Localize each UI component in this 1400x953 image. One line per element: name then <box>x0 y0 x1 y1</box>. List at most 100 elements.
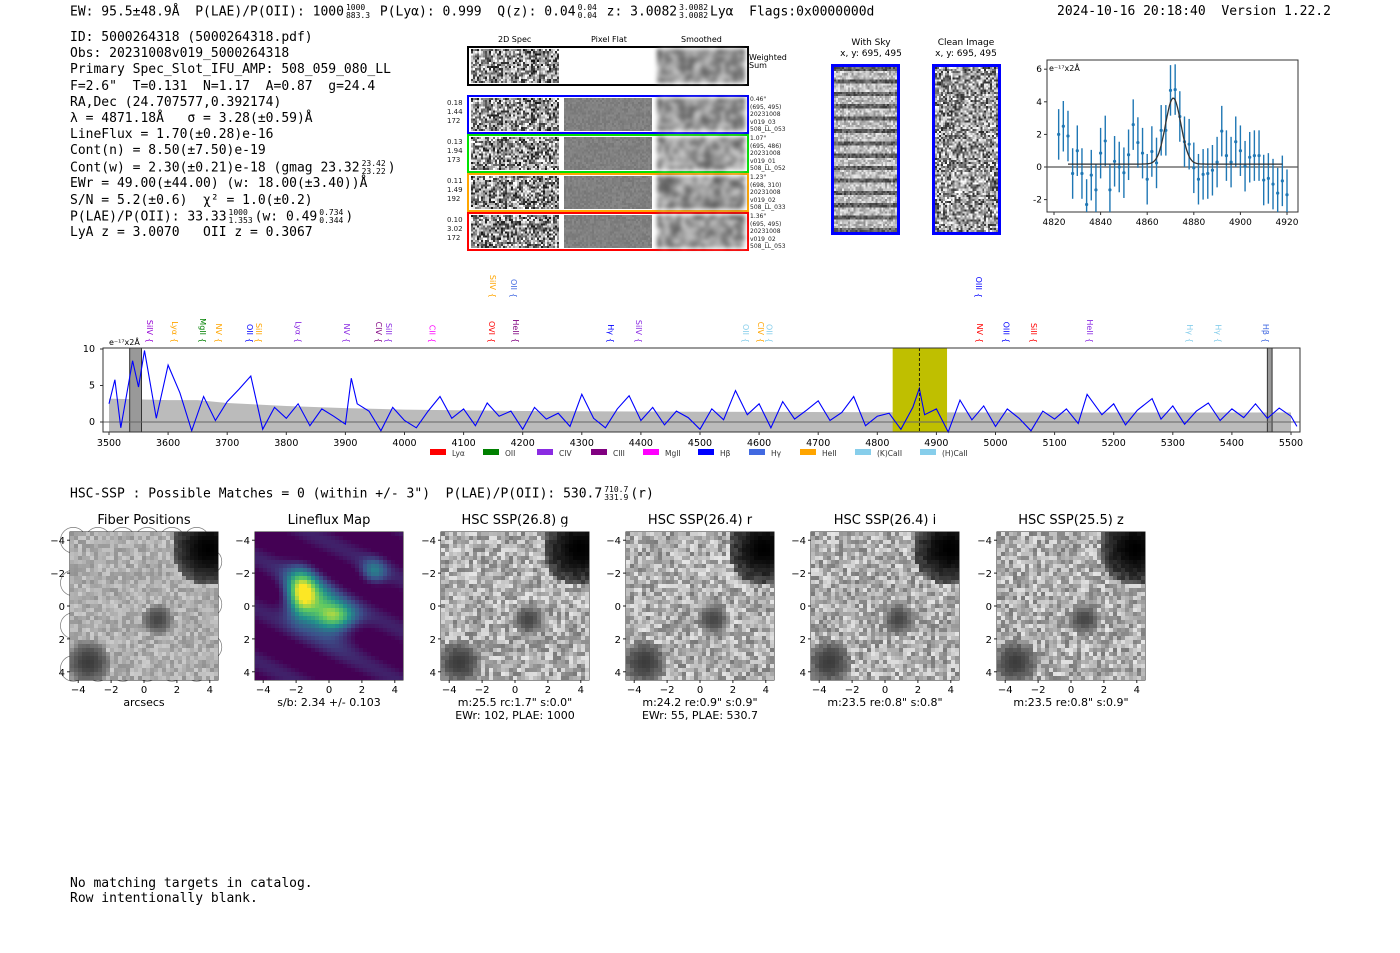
hsc-summary-text: HSC-SSP : Possible Matches = 0 (within +… <box>70 486 603 502</box>
hsc-summary: HSC-SSP : Possible Matches = 0 (within +… <box>70 486 654 502</box>
data-point <box>1089 173 1093 177</box>
line-label-text: Hγ <box>606 324 615 335</box>
panel-title: HSC SSP(26.4) r <box>647 513 753 528</box>
panel-caption-2: EWr: 55, PLAE: 530.7 <box>641 709 759 722</box>
z-lower: 3.0082 <box>679 11 709 20</box>
line-label-text: OIII <box>974 277 983 290</box>
x-tick-label: 2 <box>545 685 551 696</box>
cutout-image <box>70 532 218 680</box>
line-bracket: { <box>294 338 303 343</box>
panel-title: HSC SSP(25.5) z <box>1018 513 1124 528</box>
clean-image <box>935 67 998 232</box>
y-tick-label: 0 <box>430 602 436 613</box>
line-bracket: { <box>384 338 393 343</box>
line-label-text: OIII <box>1002 322 1011 335</box>
full-spectrum-plot: 3500 3600 3700 3800 3900 4000 4100 4200 4300 4400… <box>83 275 1303 458</box>
line-label: {OII <box>765 324 774 343</box>
y-unit-label: e⁻¹⁷x2Å <box>109 336 140 347</box>
clean-image-title: Clean Image x, y: 695, 495 <box>926 38 1006 60</box>
pixel-flat-image <box>564 215 652 248</box>
legend-swatch <box>855 449 871 455</box>
info-id: ID: 5000264318 (5000264318.pdf) <box>70 30 313 45</box>
col-pixel-flat: Pixel Flat <box>591 35 627 44</box>
catalog-footer: No matching targets in catalog. Row inten… <box>70 876 313 906</box>
plya-value: P(Lyα): 0.999 <box>379 4 482 20</box>
line-label-text: CIV <box>374 322 383 336</box>
data-point <box>1075 149 1079 153</box>
line-bracket: { <box>254 338 263 343</box>
y-tick-label: 4 <box>986 668 992 679</box>
x-tick-label: 4900 <box>924 438 948 449</box>
x-tick-label: −2 <box>289 685 304 696</box>
info-ewr: EWr = 49.00(±44.00) (w: 18.00(±3.40))Å <box>70 176 368 192</box>
line-label-text: Lyα <box>170 321 179 335</box>
weighted-sum-label: Weighted Sum <box>749 53 787 70</box>
line-label-text: Hγ <box>1185 324 1194 335</box>
cutout-image <box>626 532 774 680</box>
panel-title: Lineflux Map <box>287 513 371 528</box>
line-label-text: NV <box>214 324 223 336</box>
line-bracket: { <box>974 293 983 298</box>
data-point <box>1229 160 1233 164</box>
x-tick-label: 0 <box>882 685 888 696</box>
data-point <box>1234 140 1238 144</box>
line-bracket: { <box>427 338 436 343</box>
x-tick-label: 5100 <box>1043 438 1067 449</box>
line-bracket: { <box>741 338 750 343</box>
x-tick-label: 4500 <box>688 438 712 449</box>
line-label: {CIV <box>374 322 383 343</box>
line-label-text: HeII <box>511 319 520 335</box>
qz-lower: 0.04 <box>577 11 597 20</box>
data-point <box>1266 176 1270 181</box>
cutout-image <box>811 532 959 680</box>
y-tick-label: −4 <box>977 536 992 547</box>
line-bracket: { <box>606 338 615 343</box>
line-label-text: NV <box>342 324 351 336</box>
line-label-text: OII <box>245 324 254 335</box>
legend-label: CIV <box>559 449 572 458</box>
data-point <box>1071 171 1075 176</box>
x-tick-label: 5500 <box>1279 438 1303 449</box>
line-label-text: OII <box>509 279 518 290</box>
data-point <box>1220 129 1224 133</box>
info-sn: S/N = 5.2(±0.6) χ² = 1.0(±0.2) <box>70 192 313 208</box>
line-label-text: Hγ <box>1213 324 1222 335</box>
legend-label: (H)CaII <box>942 449 968 458</box>
y-tick-label: 0 <box>615 602 621 613</box>
x-tick-label: 4880 <box>1182 218 1205 228</box>
x-tick-label: −4 <box>256 685 271 696</box>
line-bracket: { <box>1002 338 1011 343</box>
x-tick-label: 3500 <box>97 438 121 449</box>
2d-spec-image <box>471 176 559 209</box>
panel-caption: s/b: 2.34 +/- 0.103 <box>277 696 381 709</box>
y-tick-label: 10 <box>83 344 95 355</box>
line-label: {Hγ <box>1213 324 1222 343</box>
y-tick-label: 4 <box>244 668 250 679</box>
footer-line2: Row intentionally blank. <box>70 891 258 906</box>
contw-lower: 23.22 <box>361 166 386 176</box>
x-tick-label: 4860 <box>1136 218 1159 228</box>
data-point <box>1103 139 1107 143</box>
info-lambda: λ = 4871.18Å σ = 3.28(±0.59)Å <box>70 111 313 127</box>
line-label-text: OII <box>765 324 774 335</box>
data-point <box>1262 178 1266 182</box>
fiber-stats: 0.11 1.49 192 <box>447 177 463 203</box>
fiber-stats: 0.18 1.44 172 <box>447 99 463 125</box>
detection-info: ID: 5000264318 (5000264318.pdf) Obs: 2023… <box>70 30 396 242</box>
x-tick-label: 4400 <box>629 438 653 449</box>
legend-label: Hγ <box>771 449 782 458</box>
x-tick-label: −4 <box>812 685 827 696</box>
spectrum-row-frame <box>467 212 749 251</box>
ew-value: EW: 95.5±48.9Å <box>70 4 180 20</box>
data-point <box>1117 165 1121 169</box>
col-smoothed: Smoothed <box>681 35 722 44</box>
x-tick-label: 2 <box>915 685 921 696</box>
with-sky-label: With Sky <box>851 38 891 48</box>
info-primary: Primary Spec_Slot_IFU_AMP: 508_059_080_L… <box>70 62 391 78</box>
smoothed-image <box>657 98 745 131</box>
plot-frame <box>102 347 1301 433</box>
z-upper: 3.0082 <box>679 3 709 12</box>
line-label-text: HeII <box>1085 319 1094 335</box>
y-tick-label: 4 <box>615 668 621 679</box>
x-tick-label: 4 <box>1134 685 1140 696</box>
